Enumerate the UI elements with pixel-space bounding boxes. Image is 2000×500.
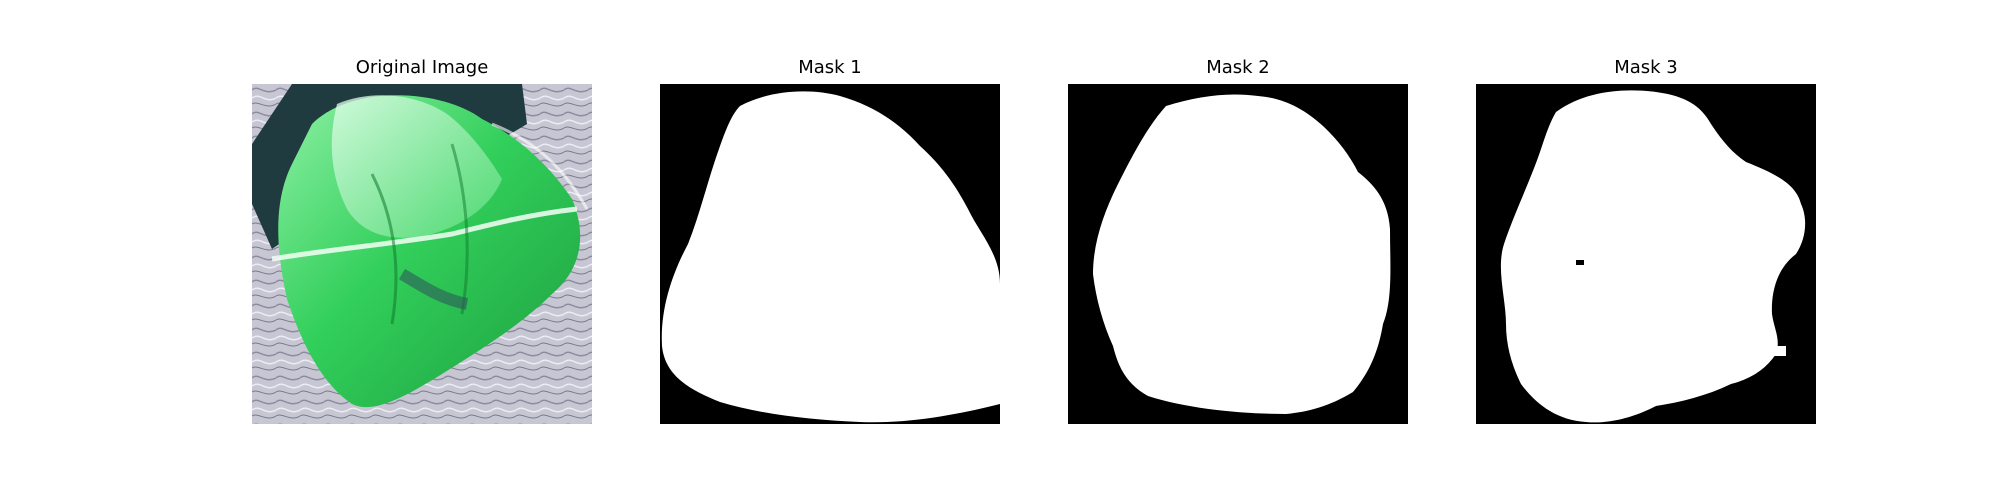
panel-title: Mask 3 bbox=[1614, 57, 1678, 78]
mask-3-image bbox=[1476, 84, 1816, 424]
panel-title: Mask 2 bbox=[1206, 57, 1270, 78]
panel-mask-1: Mask 1 bbox=[660, 56, 1000, 424]
mask-2-image bbox=[1068, 84, 1408, 424]
panel-mask-3: Mask 3 bbox=[1476, 56, 1816, 424]
panel-original-image: Original Image bbox=[252, 56, 592, 424]
panel-title: Original Image bbox=[355, 57, 489, 78]
panel-mask-2: Mask 2 bbox=[1068, 56, 1408, 424]
mask-1-image bbox=[660, 84, 1000, 424]
panel-title: Mask 1 bbox=[798, 57, 862, 78]
original-image bbox=[252, 84, 592, 424]
